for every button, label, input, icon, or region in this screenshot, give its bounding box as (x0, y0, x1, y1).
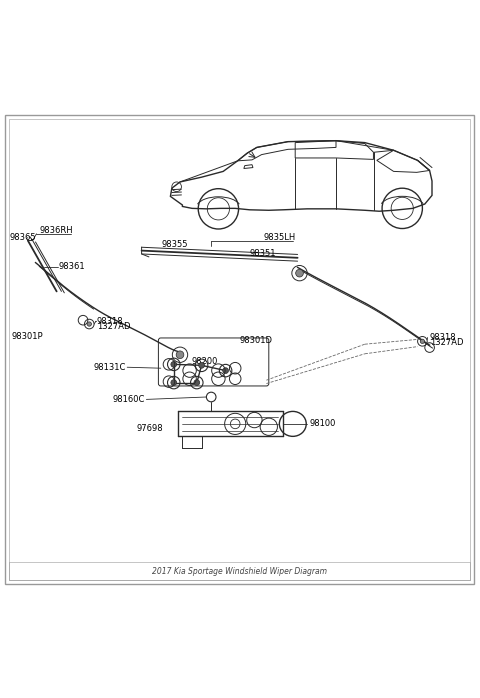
Text: 1327AD: 1327AD (430, 338, 463, 347)
Circle shape (420, 339, 424, 343)
Text: 1327AD: 1327AD (97, 322, 131, 331)
Text: 9836RH: 9836RH (39, 226, 73, 235)
Circle shape (296, 269, 303, 277)
Circle shape (223, 368, 228, 373)
Text: 98361: 98361 (59, 262, 85, 272)
Circle shape (171, 362, 177, 367)
Circle shape (171, 380, 177, 385)
Text: 97698: 97698 (137, 424, 163, 433)
Text: 98318: 98318 (430, 332, 456, 341)
Text: 98301D: 98301D (240, 336, 273, 345)
Text: 9835LH: 9835LH (263, 232, 295, 242)
Text: 98200: 98200 (191, 357, 217, 366)
Circle shape (199, 362, 204, 369)
Text: 2017 Kia Sportage Windshield Wiper Diagram: 2017 Kia Sportage Windshield Wiper Diagr… (152, 567, 327, 576)
Text: 98131C: 98131C (94, 363, 126, 372)
Text: 98160C: 98160C (113, 395, 145, 404)
Text: 98365: 98365 (10, 233, 36, 242)
Circle shape (87, 322, 91, 326)
Text: 98355: 98355 (161, 240, 188, 249)
Text: 98318: 98318 (97, 317, 123, 326)
Text: 98301P: 98301P (12, 332, 44, 341)
Circle shape (176, 351, 184, 359)
Circle shape (194, 380, 200, 385)
Text: 98351: 98351 (250, 248, 276, 258)
Text: 98100: 98100 (310, 419, 336, 429)
